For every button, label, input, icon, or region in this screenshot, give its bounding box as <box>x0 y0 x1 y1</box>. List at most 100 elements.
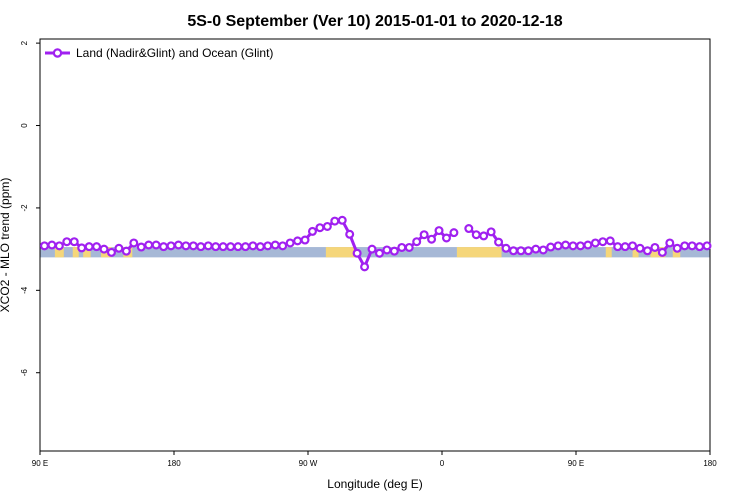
data-point <box>248 241 258 251</box>
x-tick-label: 90 E <box>568 459 584 468</box>
data-point <box>188 241 198 251</box>
data-point <box>315 223 325 233</box>
data-point <box>99 244 109 254</box>
data-point <box>151 240 161 250</box>
data-point <box>159 242 169 252</box>
data-point <box>240 242 250 252</box>
data-point <box>590 238 600 248</box>
data-point <box>136 242 146 252</box>
data-point <box>47 240 57 250</box>
data-point <box>285 238 295 248</box>
land-band <box>83 247 91 258</box>
data-point <box>322 221 332 231</box>
data-point <box>218 242 228 252</box>
data-point <box>106 247 116 257</box>
y-axis-label: XCO2 - MLO trend (ppm) <box>0 178 12 313</box>
x-tick-label: 90 W <box>299 459 318 468</box>
data-point <box>114 243 124 253</box>
data-point <box>561 240 571 250</box>
data-point <box>672 243 682 253</box>
y-tick-label: -2 <box>20 204 29 212</box>
land-band <box>456 247 502 258</box>
x-tick-label: 180 <box>703 459 717 468</box>
chart-title: 5S-0 September (Ver 10) 2015-01-01 to 20… <box>187 13 562 30</box>
data-point <box>434 226 444 236</box>
data-point <box>516 246 526 256</box>
y-tick-label: -6 <box>20 369 29 377</box>
data-point <box>144 240 154 250</box>
data-point <box>62 237 72 247</box>
land-band <box>632 247 639 258</box>
legend-marker <box>52 48 63 58</box>
data-point <box>345 229 355 239</box>
x-tick-label: 0 <box>440 459 445 468</box>
data-point <box>389 246 399 256</box>
x-tick-label: 90 E <box>32 459 48 468</box>
data-point <box>642 246 652 256</box>
data-point <box>471 230 481 240</box>
data-point <box>628 241 638 251</box>
data-point <box>419 230 429 240</box>
data-point <box>307 226 317 236</box>
data-point <box>181 241 191 251</box>
data-point <box>531 244 541 254</box>
land-band <box>605 247 612 258</box>
y-tick-label: 2 <box>20 40 29 45</box>
data-point <box>695 242 705 252</box>
data-point <box>613 242 623 252</box>
land-band <box>72 247 79 258</box>
legend: Land (Nadir&Glint) and Ocean (Glint) <box>45 46 273 60</box>
data-point <box>702 241 712 251</box>
data-point <box>620 242 630 252</box>
data-point <box>568 241 578 251</box>
data-point <box>69 237 79 247</box>
data-point <box>270 240 280 250</box>
data-point <box>605 236 615 246</box>
data-point <box>464 224 474 234</box>
data-point <box>501 243 511 253</box>
data-point <box>553 241 563 251</box>
data-point <box>412 237 422 247</box>
data-point <box>300 235 310 245</box>
data-point <box>166 241 176 251</box>
data-point <box>538 245 548 255</box>
data-point <box>575 241 585 251</box>
data-point <box>255 242 265 252</box>
data-point <box>427 234 437 244</box>
land-band <box>325 247 356 258</box>
data-point <box>121 246 131 256</box>
y-tick-label: 0 <box>20 123 29 128</box>
data-point <box>687 241 697 251</box>
data-point <box>374 248 384 258</box>
y-tick-label: -4 <box>20 286 29 294</box>
x-tick-label: 180 <box>167 459 181 468</box>
data-point <box>382 245 392 255</box>
data-point <box>650 242 660 252</box>
data-point <box>233 242 243 252</box>
data-point <box>360 262 370 272</box>
data-point <box>337 215 347 225</box>
data-point <box>546 242 556 252</box>
data-point <box>39 241 49 251</box>
data-point <box>598 237 608 247</box>
data-point <box>203 241 213 251</box>
data-point <box>404 242 414 252</box>
data-point <box>54 241 64 251</box>
data-point <box>441 233 451 243</box>
data-point <box>508 246 518 256</box>
data-point <box>635 243 645 253</box>
data-point <box>397 242 407 252</box>
data-point <box>84 242 94 252</box>
data-point <box>77 243 87 253</box>
data-point <box>523 246 533 256</box>
x-axis-label: Longitude (deg E) <box>327 477 422 491</box>
data-point <box>494 237 504 247</box>
data-point <box>226 242 236 252</box>
data-point <box>278 241 288 251</box>
data-point <box>680 241 690 251</box>
data-point <box>92 242 102 252</box>
series-layer <box>39 215 712 272</box>
data-point <box>352 248 362 258</box>
data-point <box>479 231 489 241</box>
